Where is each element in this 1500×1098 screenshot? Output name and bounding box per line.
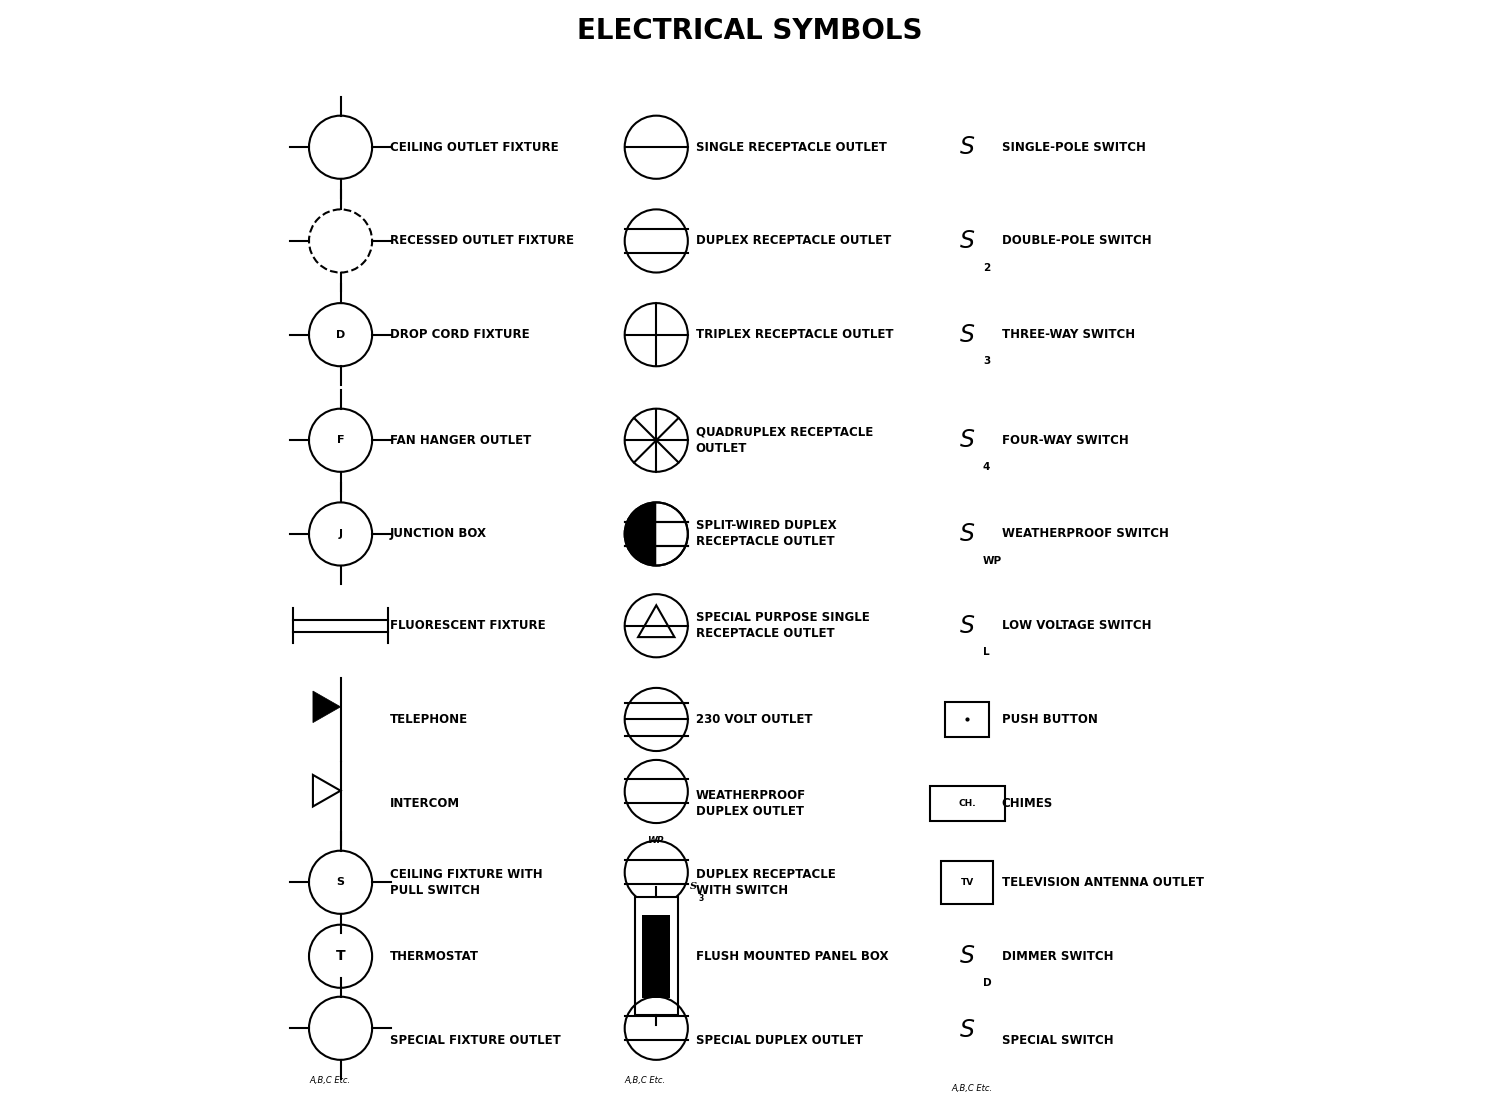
Bar (942, 861, 993, 904)
Text: 2: 2 (982, 262, 990, 272)
Text: F: F (338, 435, 345, 446)
Text: 3: 3 (982, 357, 990, 367)
Text: WP: WP (982, 556, 1002, 565)
Text: $S$: $S$ (958, 323, 975, 347)
Text: SPECIAL PURPOSE SINGLE
RECEPTACLE OUTLET: SPECIAL PURPOSE SINGLE RECEPTACLE OUTLET (696, 612, 870, 640)
Text: 230 VOLT OUTLET: 230 VOLT OUTLET (696, 713, 812, 726)
Text: CEILING OUTLET FIXTURE: CEILING OUTLET FIXTURE (390, 141, 558, 154)
Polygon shape (624, 503, 657, 565)
Text: CH.: CH. (958, 799, 976, 808)
Polygon shape (314, 691, 340, 722)
Text: FOUR-WAY SWITCH: FOUR-WAY SWITCH (1002, 434, 1128, 447)
Text: WEATHERPROOF SWITCH: WEATHERPROOF SWITCH (1002, 527, 1168, 540)
Bar (945, 702, 988, 737)
Text: $S$: $S$ (958, 229, 975, 253)
Text: RECESSED OUTLET FIXTURE: RECESSED OUTLET FIXTURE (390, 235, 574, 247)
Text: DROP CORD FIXTURE: DROP CORD FIXTURE (390, 328, 530, 341)
Text: 4: 4 (982, 462, 990, 472)
Text: TRIPLEX RECEPTACLE OUTLET: TRIPLEX RECEPTACLE OUTLET (696, 328, 892, 341)
Text: T: T (336, 950, 345, 963)
Text: SPLIT-WIRED DUPLEX
RECEPTACLE OUTLET: SPLIT-WIRED DUPLEX RECEPTACLE OUTLET (696, 519, 837, 549)
Text: QUADRUPLEX RECEPTACLE
OUTLET: QUADRUPLEX RECEPTACLE OUTLET (696, 426, 873, 455)
Text: TELEVISION ANTENNA OUTLET: TELEVISION ANTENNA OUTLET (1002, 876, 1203, 888)
Polygon shape (314, 775, 340, 807)
Text: SINGLE-POLE SWITCH: SINGLE-POLE SWITCH (1002, 141, 1146, 154)
Text: PUSH BUTTON: PUSH BUTTON (1002, 713, 1098, 726)
Text: FLUORESCENT FIXTURE: FLUORESCENT FIXTURE (390, 619, 546, 632)
Text: THERMOSTAT: THERMOSTAT (390, 950, 478, 963)
Text: SPECIAL SWITCH: SPECIAL SWITCH (1002, 1033, 1113, 1046)
Text: TV: TV (960, 877, 974, 887)
Text: DOUBLE-POLE SWITCH: DOUBLE-POLE SWITCH (1002, 235, 1150, 247)
Bar (634, 897, 678, 1016)
Bar (930, 785, 1005, 821)
Text: $S$: $S$ (958, 522, 975, 546)
Text: A,B,C Etc.: A,B,C Etc. (951, 1084, 993, 1093)
Text: DUPLEX RECEPTACLE
WITH SWITCH: DUPLEX RECEPTACLE WITH SWITCH (696, 867, 836, 897)
Text: ELECTRICAL SYMBOLS: ELECTRICAL SYMBOLS (578, 18, 922, 45)
Text: WP: WP (646, 836, 663, 844)
Text: D: D (336, 329, 345, 339)
Text: DUPLEX RECEPTACLE OUTLET: DUPLEX RECEPTACLE OUTLET (696, 235, 891, 247)
Text: A,B,C Etc.: A,B,C Etc. (309, 1076, 350, 1085)
Text: WEATHERPROOF
DUPLEX OUTLET: WEATHERPROOF DUPLEX OUTLET (696, 788, 806, 818)
Text: CEILING FIXTURE WITH
PULL SWITCH: CEILING FIXTURE WITH PULL SWITCH (390, 867, 543, 897)
Text: FLUSH MOUNTED PANEL BOX: FLUSH MOUNTED PANEL BOX (696, 950, 888, 963)
Text: JUNCTION BOX: JUNCTION BOX (390, 527, 488, 540)
Text: INTERCOM: INTERCOM (390, 797, 460, 810)
Text: 3: 3 (699, 895, 703, 904)
Text: DIMMER SWITCH: DIMMER SWITCH (1002, 950, 1113, 963)
Text: CHIMES: CHIMES (1002, 797, 1053, 810)
Text: L: L (982, 648, 990, 658)
Text: THREE-WAY SWITCH: THREE-WAY SWITCH (1002, 328, 1134, 341)
Text: FAN HANGER OUTLET: FAN HANGER OUTLET (390, 434, 531, 447)
Text: $S$: $S$ (958, 614, 975, 638)
Text: $S$: $S$ (958, 1018, 975, 1042)
Text: D: D (982, 978, 992, 988)
Text: SINGLE RECEPTACLE OUTLET: SINGLE RECEPTACLE OUTLET (696, 141, 886, 154)
Text: $S$: $S$ (958, 428, 975, 452)
Text: S: S (690, 882, 698, 890)
Text: A,B,C Etc.: A,B,C Etc. (624, 1076, 666, 1085)
Bar (642, 915, 670, 998)
Text: $S$: $S$ (958, 944, 975, 968)
Text: $S$: $S$ (958, 135, 975, 159)
Text: TELEPHONE: TELEPHONE (390, 713, 468, 726)
Text: LOW VOLTAGE SWITCH: LOW VOLTAGE SWITCH (1002, 619, 1150, 632)
Text: SPECIAL FIXTURE OUTLET: SPECIAL FIXTURE OUTLET (390, 1033, 561, 1046)
Text: J: J (339, 529, 342, 539)
Text: SPECIAL DUPLEX OUTLET: SPECIAL DUPLEX OUTLET (696, 1033, 862, 1046)
Text: S: S (336, 877, 345, 887)
